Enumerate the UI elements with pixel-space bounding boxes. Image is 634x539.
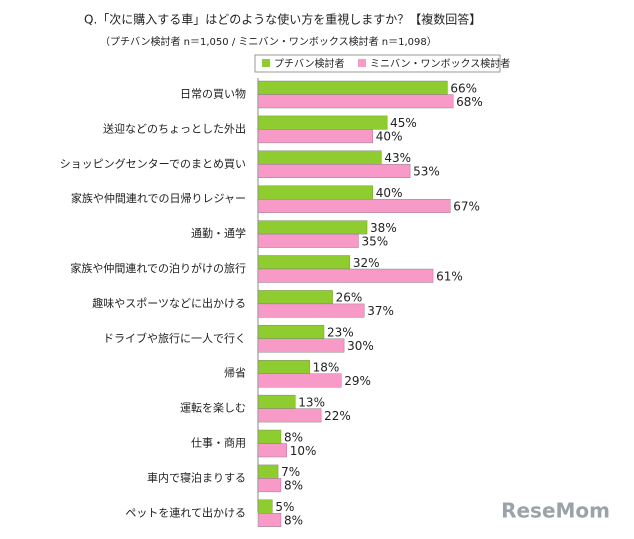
- value-label: 45%: [390, 116, 417, 130]
- y-tick-label: ショッピングセンターでのまとめ買い: [60, 156, 246, 170]
- bar: [257, 220, 368, 235]
- y-tick-label: 車内で寝泊まりする: [147, 470, 246, 484]
- value-label: 38%: [370, 221, 397, 235]
- bar: [257, 394, 296, 409]
- legend-swatch: [262, 59, 270, 67]
- bar: [257, 164, 411, 179]
- value-label: 23%: [327, 326, 354, 340]
- value-label: 8%: [284, 479, 303, 493]
- bar: [257, 513, 282, 527]
- value-label: 40%: [376, 186, 403, 200]
- y-tick-label: 家族や仲間連れでの日帰りレジャー: [71, 191, 246, 205]
- bar: [257, 198, 451, 213]
- bar: [257, 464, 279, 479]
- y-tick-label: 帰省: [224, 367, 246, 380]
- bar: [257, 94, 454, 109]
- bar: [257, 360, 310, 374]
- value-label: 13%: [298, 395, 325, 409]
- legend-label: ミニバン・ワンボックス検討者: [370, 57, 510, 70]
- bar: [257, 150, 382, 165]
- y-tick-label: ドライブや旅行に一人で行く: [103, 331, 246, 345]
- value-label: 37%: [367, 304, 394, 318]
- bar: [257, 443, 287, 458]
- bar: [257, 408, 322, 423]
- y-tick-label: 送迎などのちょっとした外出: [103, 121, 246, 135]
- value-label: 35%: [361, 234, 388, 248]
- bar: [257, 373, 342, 388]
- bar: [257, 478, 282, 493]
- bar: [257, 429, 282, 444]
- bar: [257, 290, 333, 305]
- bar: [257, 80, 448, 95]
- y-tick-label: ペットを連れて出かける: [125, 505, 246, 519]
- value-label: 30%: [347, 339, 374, 353]
- bar: [257, 268, 434, 283]
- value-label: 40%: [376, 130, 403, 144]
- value-label: 26%: [336, 291, 363, 305]
- chart-title: Q.「次に購入する車」はどのような使い方を重視しますか？【複数回答】: [84, 12, 481, 27]
- value-label: 10%: [290, 444, 317, 458]
- bar: [257, 338, 345, 353]
- y-tick-label: 家族や仲間連れでの泊りがけの旅行: [70, 261, 246, 275]
- watermark: ReseMom: [501, 499, 610, 523]
- bar: [257, 325, 325, 339]
- legend-swatch: [358, 59, 366, 67]
- bar: [257, 255, 351, 270]
- y-tick-label: 通勤・通学: [191, 226, 246, 240]
- bar: [257, 115, 388, 130]
- value-label: 5%: [275, 500, 294, 514]
- y-tick-label: 仕事・商用: [191, 436, 246, 450]
- chart-subtitle: （プチバン検討者 n＝1,050 / ミニバン・ワンボックス検討者 n＝1,09…: [100, 35, 437, 48]
- value-label: 66%: [450, 81, 477, 95]
- bar: [257, 185, 374, 200]
- value-label: 43%: [384, 151, 411, 165]
- y-tick-label: 日常の買い物: [180, 87, 246, 101]
- value-label: 7%: [281, 465, 300, 479]
- value-label: 8%: [284, 430, 303, 444]
- bar: [257, 303, 365, 318]
- value-label: 68%: [456, 95, 483, 109]
- value-label: 29%: [344, 374, 371, 388]
- y-tick-label: 趣味やスポーツなどに出かける: [92, 296, 246, 310]
- bar: [257, 233, 359, 248]
- value-label: 67%: [453, 199, 480, 213]
- y-tick-label: 運転を楽しむ: [180, 402, 246, 415]
- legend-box: [254, 54, 501, 73]
- bar: [257, 129, 374, 144]
- value-label: 22%: [324, 409, 351, 423]
- value-label: 61%: [436, 269, 463, 283]
- legend-label: プチバン検討者: [274, 57, 345, 70]
- value-label: 53%: [413, 165, 440, 179]
- value-label: 8%: [284, 514, 303, 528]
- value-label: 32%: [353, 256, 380, 270]
- bar: [257, 499, 273, 514]
- value-label: 18%: [313, 360, 340, 374]
